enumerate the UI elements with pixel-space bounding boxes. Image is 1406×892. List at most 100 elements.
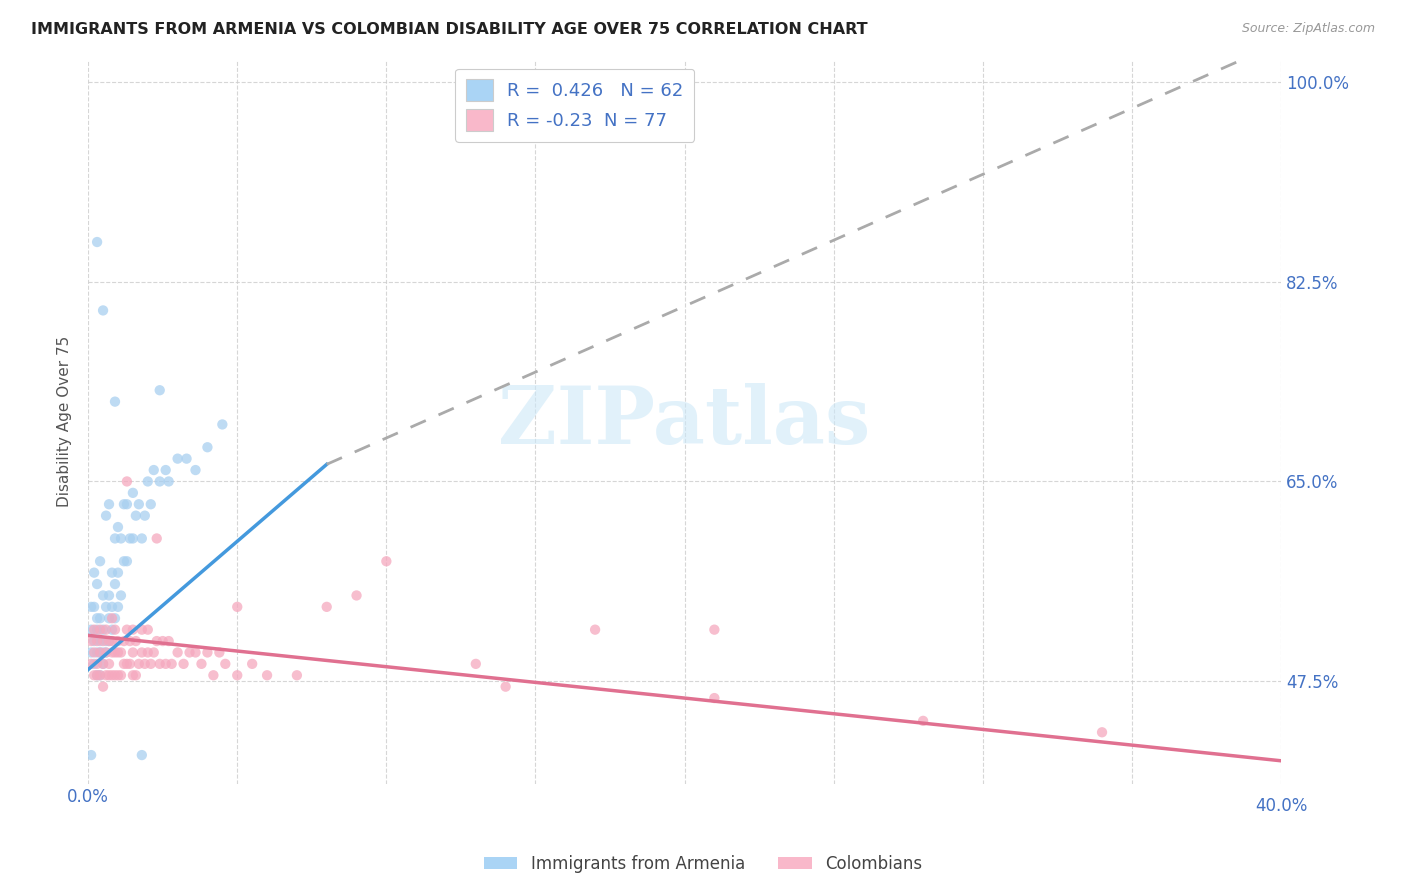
Point [122,623,145,637]
Point [122,486,145,500]
Point [86,577,108,591]
Point [89,668,111,682]
Point [139,657,162,671]
Point [118,657,141,671]
Point [136,623,159,637]
Text: ZIPatlas: ZIPatlas [499,383,870,460]
Point [89,645,111,659]
Point [104,394,127,409]
Point [86,235,108,249]
Point [107,645,129,659]
Point [86,668,108,682]
Point [110,668,132,682]
Point [94,645,117,659]
Point [94,623,117,637]
Point [184,463,207,477]
Point [89,611,111,625]
Point [104,577,127,591]
Point [91,634,114,648]
Point [86,657,108,671]
Point [912,714,935,728]
Point [155,657,177,671]
Point [101,566,124,580]
Point [149,657,172,671]
Point [346,589,368,603]
Point [101,668,124,682]
Point [703,623,725,637]
Point [80,645,103,659]
Point [91,589,114,603]
Point [464,657,486,671]
Point [91,680,114,694]
Point [83,623,105,637]
Point [166,451,188,466]
Point [107,520,129,534]
Point [83,668,105,682]
Point [89,668,111,682]
Point [208,645,231,659]
Point [118,634,141,648]
Point [125,508,148,523]
Point [83,634,105,648]
Point [145,532,167,546]
Point [157,634,180,648]
Point [83,566,105,580]
Point [112,634,135,648]
Point [125,634,148,648]
Point [131,532,153,546]
Point [134,657,156,671]
Point [122,668,145,682]
Point [226,599,249,614]
Legend: R =  0.426   N = 62, R = -0.23  N = 77: R = 0.426 N = 62, R = -0.23 N = 77 [456,69,695,142]
Point [98,497,121,511]
Point [112,657,135,671]
Point [136,475,159,489]
Point [94,645,117,659]
Point [94,668,117,682]
Point [80,634,103,648]
Point [86,611,108,625]
Point [703,691,725,706]
Point [495,680,517,694]
Point [91,657,114,671]
Point [94,634,117,648]
Point [101,645,124,659]
Point [91,645,114,659]
Point [179,645,201,659]
Point [131,747,153,762]
Point [80,599,103,614]
Y-axis label: Disability Age Over 75: Disability Age Over 75 [58,336,72,508]
Point [131,623,153,637]
Point [118,532,141,546]
Point [107,668,129,682]
Point [285,668,308,682]
Point [134,508,156,523]
Point [122,645,145,659]
Point [110,532,132,546]
Point [173,657,195,671]
Point [91,303,114,318]
Point [211,417,233,432]
Point [136,645,159,659]
Point [101,634,124,648]
Point [94,599,117,614]
Point [91,623,114,637]
Point [125,668,148,682]
Point [83,645,105,659]
Point [104,532,127,546]
Point [128,657,150,671]
Point [128,497,150,511]
Point [89,645,111,659]
Point [145,634,167,648]
Point [115,497,138,511]
Point [202,668,225,682]
Point [256,668,278,682]
Point [101,611,124,625]
Point [104,645,127,659]
Point [86,623,108,637]
Point [89,634,111,648]
Point [80,657,103,671]
Point [139,497,162,511]
Point [101,623,124,637]
Legend: Immigrants from Armenia, Colombians: Immigrants from Armenia, Colombians [477,848,929,880]
